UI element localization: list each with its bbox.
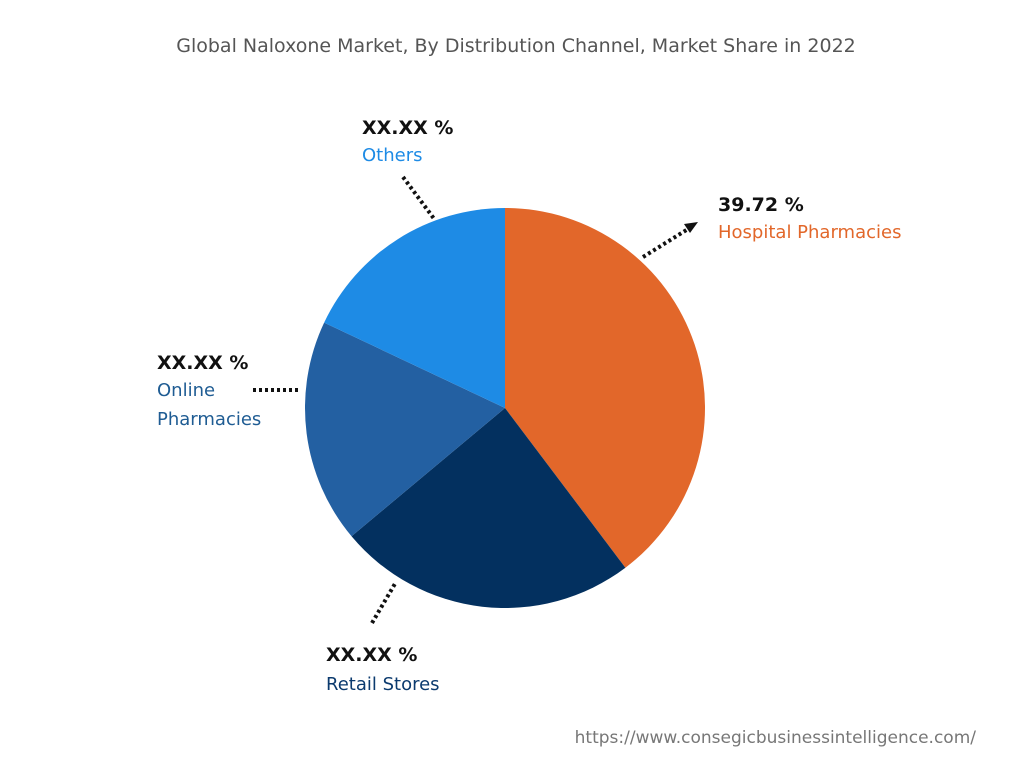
others-name-label: Others (362, 145, 423, 166)
pie-slice-hospital-pharmacies (505, 208, 705, 568)
pie-slice-online-pharmacies (305, 322, 505, 537)
source-url: https://www.consegicbusinessintelligence… (575, 728, 977, 748)
chart-title: Global Naloxone Market, By Distribution … (176, 35, 856, 57)
retail-name-label: Retail Stores (326, 674, 440, 695)
hospital-pct-label: 39.72 % (718, 194, 804, 216)
retail-pct-label: XX.XX % (326, 644, 417, 666)
pie-slice-retail-stores (351, 408, 626, 608)
hospital-arrowhead (684, 222, 698, 233)
hospital-connector (641, 227, 690, 259)
others-connector (401, 175, 437, 222)
retail-connector (370, 580, 398, 625)
pie-slice-others (324, 208, 505, 408)
hospital-name-label: Hospital Pharmacies (718, 222, 901, 243)
online-name-label-line1: Online (157, 380, 215, 401)
online-pct-label: XX.XX % (157, 352, 248, 374)
online-name-label-line2: Pharmacies (157, 409, 261, 430)
others-pct-label: XX.XX % (362, 117, 453, 139)
